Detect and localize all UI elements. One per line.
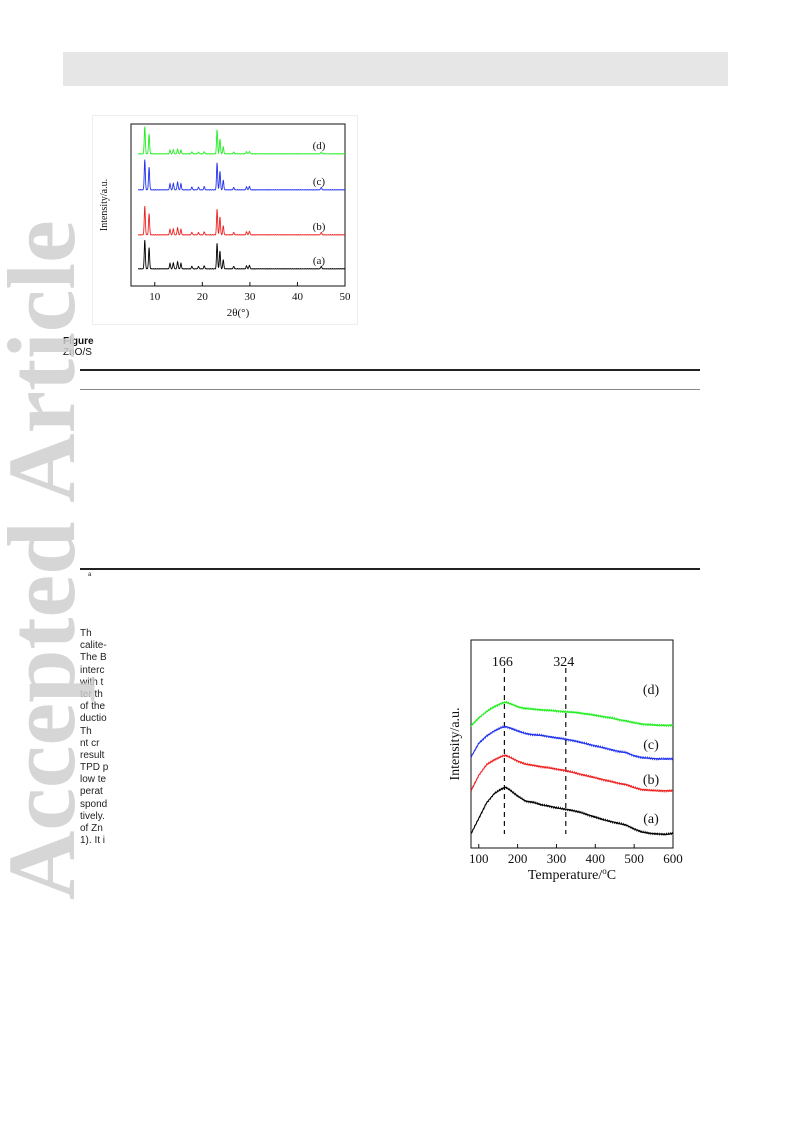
tpd-series-line	[470, 725, 674, 761]
x-tick-label: 600	[663, 851, 683, 866]
text-fragment: TPD p	[80, 762, 109, 774]
peak-marker-label: 166	[492, 655, 513, 670]
xrd-chart: 10 20 30 40 50 2θ(°) Intensity/a.u. (a) (b) (c) (d…	[99, 123, 352, 319]
text-fragment: The B	[80, 652, 107, 664]
figure-caption-line2: ZnO/S	[63, 347, 92, 358]
text-fragment: of Zn	[80, 823, 103, 834]
text-fragment: ter th	[80, 688, 103, 700]
x-tick-label: 30	[244, 291, 256, 303]
table-top-rule	[80, 369, 700, 371]
x-tick-label: 200	[508, 851, 527, 866]
table-header-rule	[80, 389, 700, 390]
text-fragment: perat	[80, 786, 103, 798]
tpd-series-label: (c)	[643, 738, 659, 753]
xrd-series-label: (b)	[313, 221, 326, 233]
tpd-chart: 100 200 300 400 500 600 Temperature/oC Intensit…	[448, 639, 683, 883]
y-axis-label: Intensity/a.u.	[448, 707, 463, 780]
tpd-series-label: (d)	[643, 683, 660, 698]
xrd-series-label: (d)	[313, 140, 326, 152]
text-fragment: spond	[80, 798, 108, 810]
text-fragment: of the	[80, 701, 106, 713]
tpd-series-line	[470, 786, 674, 836]
watermark: Accepted Article	[0, 220, 95, 900]
xrd-series-line	[137, 126, 346, 155]
text-fragment: Th	[80, 725, 92, 737]
text-fragment: Th	[80, 628, 92, 639]
tpd-series-line	[470, 754, 674, 793]
x-tick-label: 20	[197, 291, 209, 303]
plot-frame	[130, 123, 346, 287]
figure-label: Figure	[63, 336, 94, 347]
x-axis-label: 2θ(°)	[227, 307, 250, 319]
text-fragment: calite-	[80, 640, 107, 652]
tpd-figure: 100 200 300 400 500 600 Temperature/oC Intensit…	[445, 632, 689, 884]
x-tick-label: 300	[547, 851, 567, 866]
text-fragment: with t	[80, 676, 104, 688]
xrd-series-line	[137, 206, 346, 236]
text-fragment: low te	[80, 774, 107, 786]
x-axis-label: Temperature/oC	[528, 866, 616, 883]
xrd-series-label: (c)	[313, 176, 326, 188]
xrd-figure: 10 20 30 40 50 2θ(°) Intensity/a.u. (a) (b) (c) (d…	[92, 115, 358, 325]
x-tick-label: 40	[292, 291, 304, 303]
xrd-series-label: (a)	[313, 255, 326, 267]
x-tick-label: 100	[469, 851, 489, 866]
x-tick-label: 400	[586, 851, 606, 866]
tpd-series-line	[470, 700, 674, 728]
text-fragment: ductio	[80, 713, 107, 725]
x-tick-label: 10	[149, 291, 161, 303]
text-fragment: 1). It i	[80, 835, 106, 847]
peak-marker-label: 324	[553, 655, 574, 670]
text-fragment: nt cr	[80, 737, 100, 749]
tpd-series-label: (b)	[643, 773, 660, 788]
figure-caption: Figure ZnO/S	[63, 336, 94, 358]
x-tick-label: 500	[624, 851, 644, 866]
x-tick-label: 50	[340, 291, 352, 303]
xrd-series-line	[137, 240, 346, 270]
y-axis-label: Intensity/a.u.	[99, 179, 110, 231]
page-header-bar	[63, 52, 728, 86]
text-fragment: result	[80, 749, 105, 761]
table-footnote-mark: a	[88, 572, 92, 578]
tpd-series-label: (a)	[643, 812, 659, 827]
plot-frame	[470, 639, 674, 849]
xrd-series-line	[137, 159, 346, 191]
text-fragment: interc	[80, 664, 105, 676]
table-bottom-rule	[80, 568, 700, 570]
text-fragment: tively.	[80, 810, 105, 822]
